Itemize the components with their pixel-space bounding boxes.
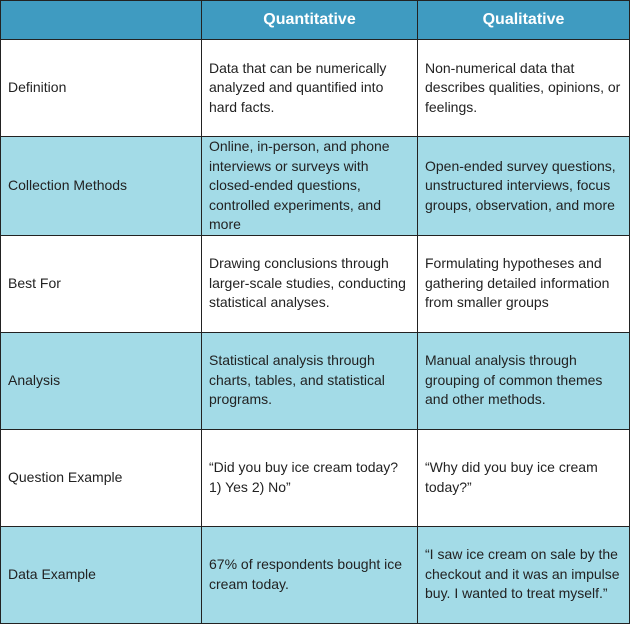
row-label: Best For [0, 234, 202, 333]
header-cell: Qualitative [417, 0, 630, 40]
table-row: Data Example 67% of respondents bought ic… [0, 525, 630, 624]
table-row: Best For Drawing conclusions through larg… [0, 234, 630, 333]
table-row: Question Example “Did you buy ice cream t… [0, 428, 630, 527]
table-cell: Data that can be numerically analyzed an… [201, 39, 418, 137]
row-label: Question Example [0, 428, 202, 527]
row-label: Definition [0, 39, 202, 137]
table-cell: “Did you buy ice cream today? 1) Yes 2) … [201, 428, 418, 527]
row-label: Analysis [0, 331, 202, 430]
table-cell: Manual analysis through grouping of comm… [417, 331, 630, 430]
table-cell: Open-ended survey questions, unstructure… [417, 136, 630, 236]
table-cell: 67% of respondents bought ice cream toda… [201, 525, 418, 624]
table-cell: Online, in-person, and phone interviews … [201, 136, 418, 236]
table-cell: “I saw ice cream on sale by the checkout… [417, 525, 630, 624]
header-cell: Quantitative [201, 0, 418, 40]
table-cell: Statistical analysis through charts, tab… [201, 331, 418, 430]
table-row: Analysis Statistical analysis through cha… [0, 331, 630, 430]
header-corner [0, 0, 202, 40]
header-row: Quantitative Qualitative [0, 0, 630, 40]
table-cell: “Why did you buy ice cream today?” [417, 428, 630, 527]
table-row: Collection Methods Online, in-person, and… [0, 136, 630, 236]
table-row: Definition Data that can be numerically a… [0, 39, 630, 137]
table-cell: Non-numerical data that describes qualit… [417, 39, 630, 137]
row-label: Collection Methods [0, 136, 202, 236]
table-cell: Formulating hypotheses and gathering det… [417, 234, 630, 333]
table-cell: Drawing conclusions through larger-scale… [201, 234, 418, 333]
row-label: Data Example [0, 525, 202, 624]
